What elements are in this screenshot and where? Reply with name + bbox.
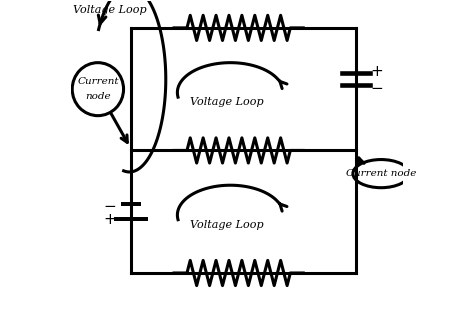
Text: $-$: $-$ [370,79,383,94]
Text: Voltage Loop: Voltage Loop [73,5,146,15]
Text: Voltage Loop: Voltage Loop [190,98,264,108]
Text: Voltage Loop: Voltage Loop [190,220,264,230]
Text: $+$: $+$ [103,211,116,226]
Ellipse shape [353,160,409,188]
Text: $+$: $+$ [370,64,383,79]
Text: $-$: $-$ [103,197,116,212]
Text: Current: Current [77,77,118,87]
Ellipse shape [72,63,124,116]
Text: node: node [85,92,111,101]
Text: Current node: Current node [346,169,416,178]
